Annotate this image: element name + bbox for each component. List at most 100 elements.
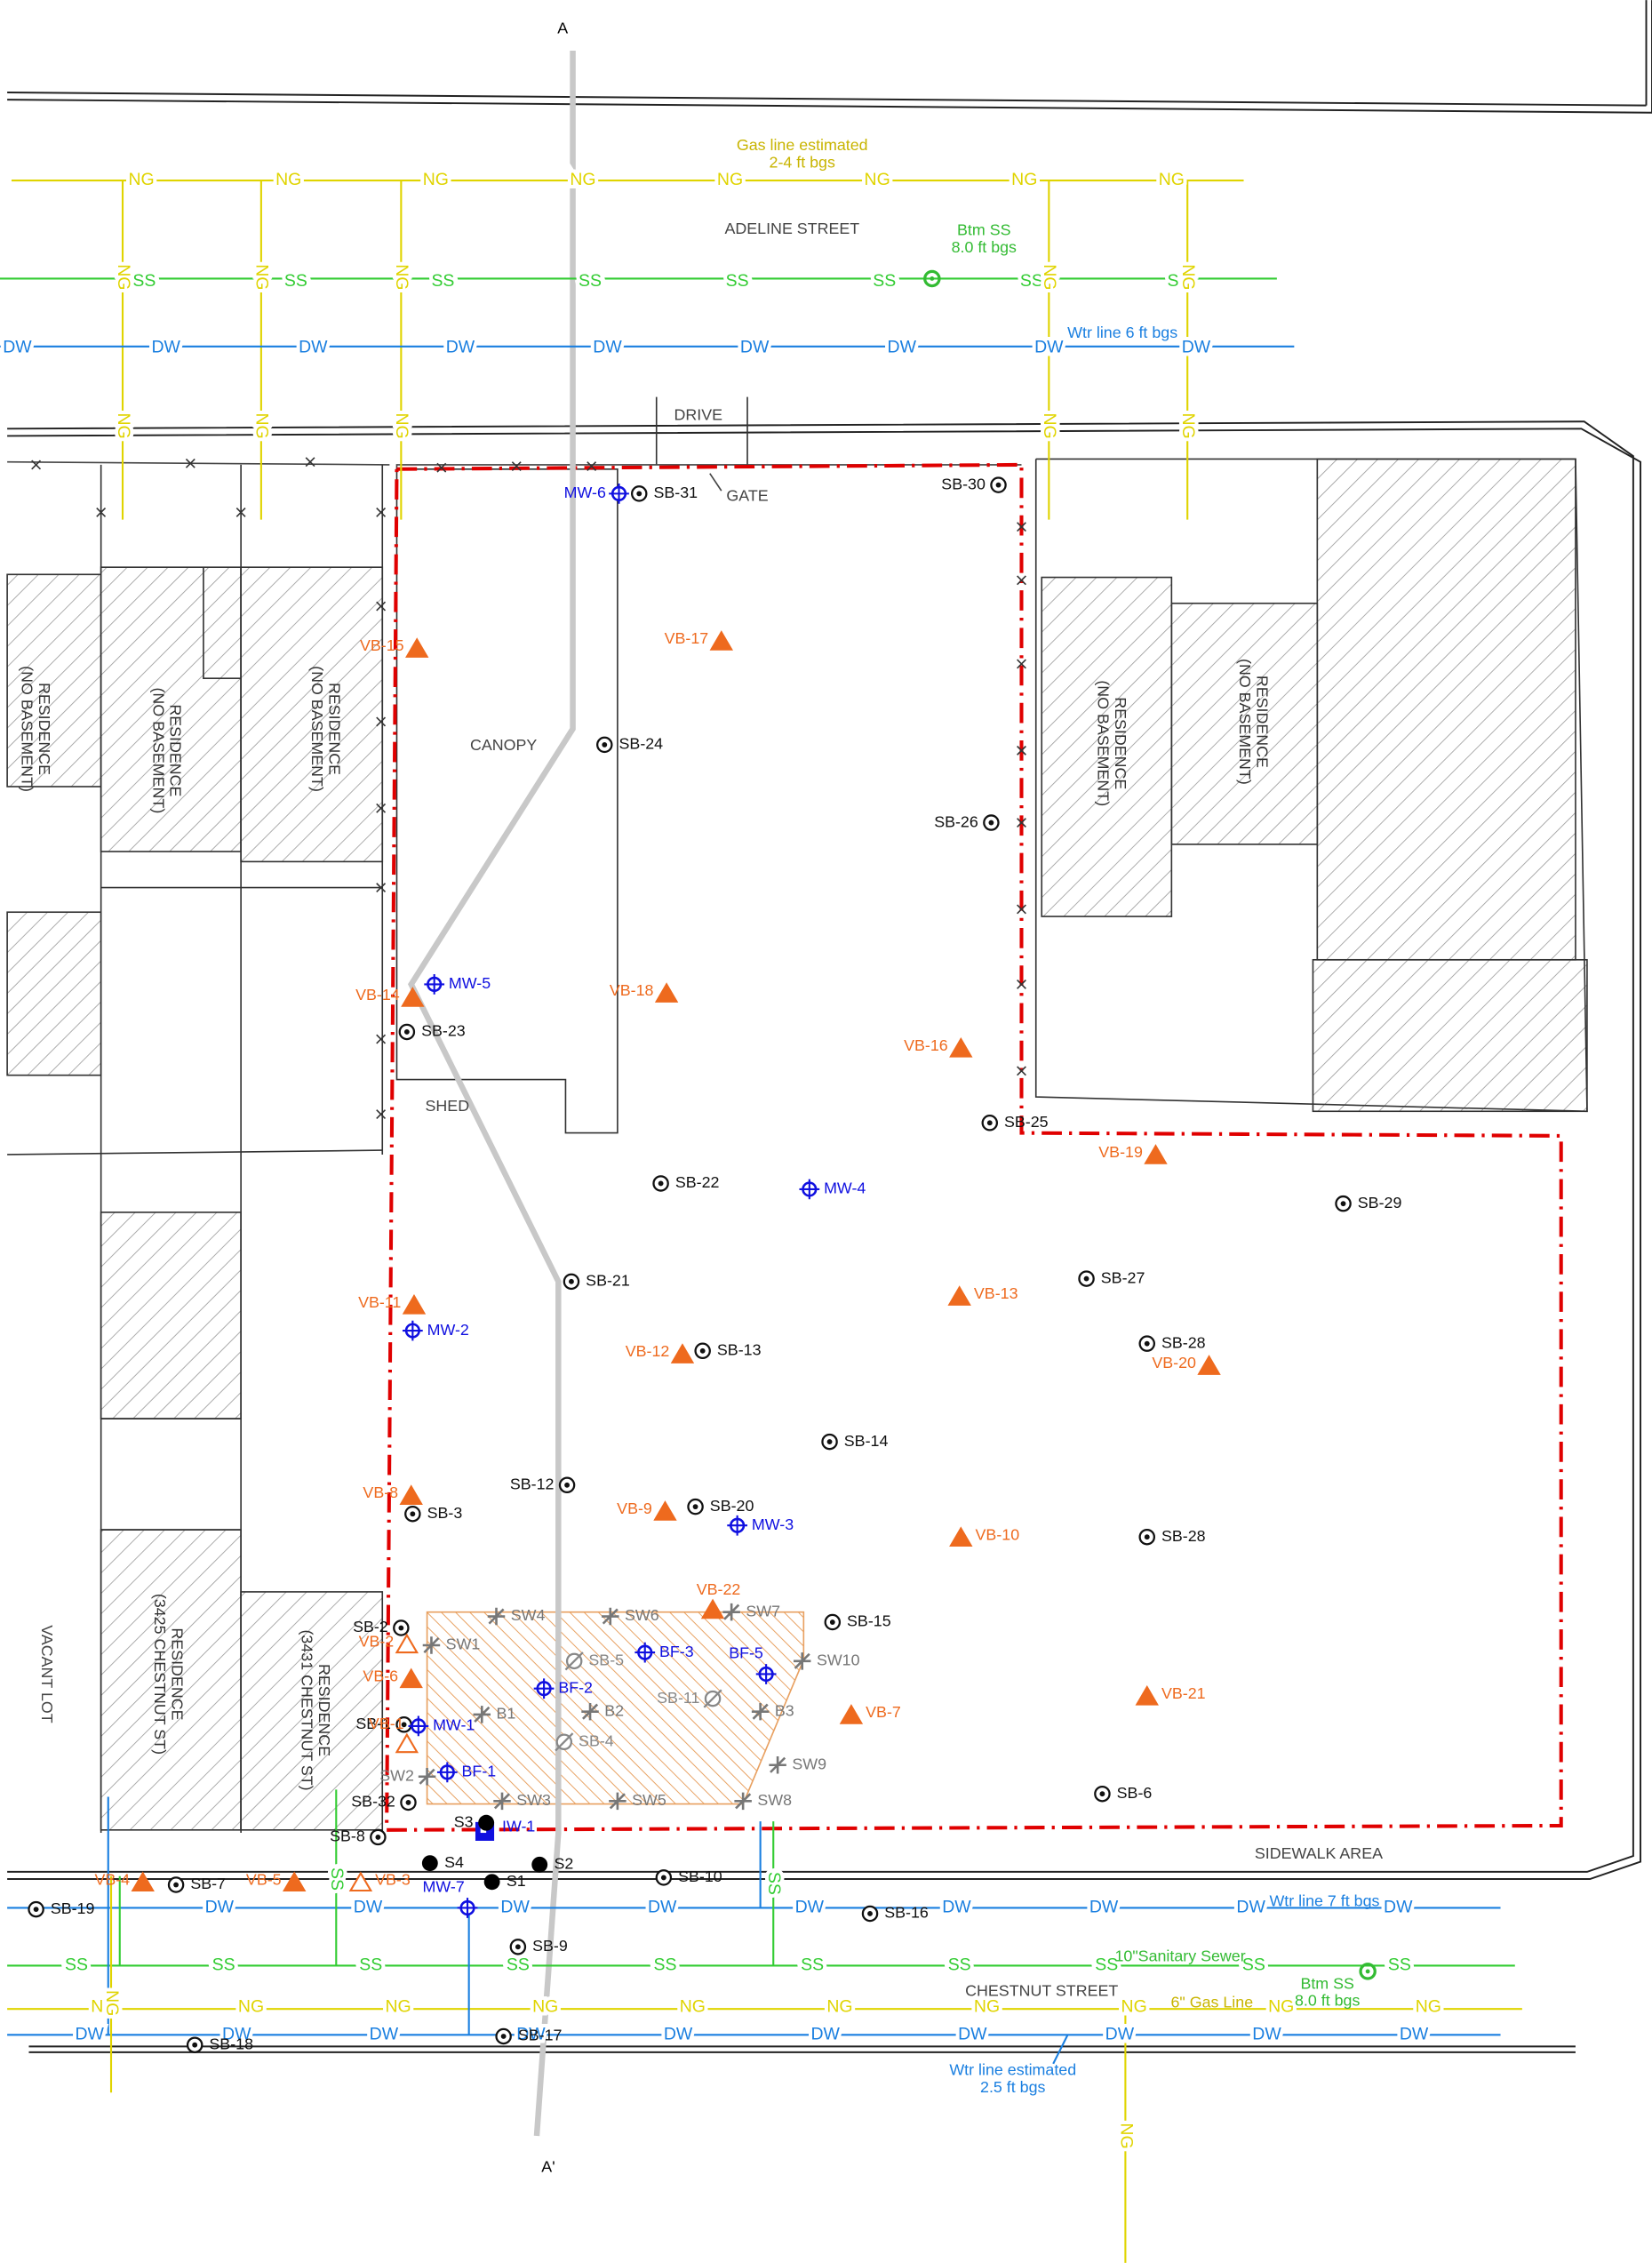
soil-boring-dot (192, 2043, 197, 2048)
point-label: MW-5 (449, 974, 491, 992)
utility-label: SS (132, 271, 156, 291)
utility-label: NG (1416, 1997, 1441, 2017)
utility-label: SS (653, 1955, 676, 1975)
point-label: SB-23 (421, 1022, 466, 1040)
building-label-line: RESIDENCE (315, 1664, 333, 1756)
utility-label: SS (1242, 1955, 1265, 1975)
point-label: SB-30 (941, 475, 986, 492)
utility-label: DW (1252, 2025, 1281, 2044)
soil-boring-dot (658, 1181, 664, 1187)
annotation-line: 10"Sanitary Sewer (1114, 1947, 1245, 1964)
annotation-line: Wtr line estimated (949, 2061, 1076, 2079)
point-label: SB-26 (934, 812, 978, 830)
soil-boring-dot (564, 1483, 570, 1488)
point-label: SW8 (757, 1791, 792, 1809)
soil-boring-dot (602, 742, 607, 748)
soil-boring-dot (173, 1883, 179, 1888)
point-label: SB-28 (1161, 1527, 1206, 1545)
utility-label: SS (359, 1955, 382, 1975)
point-label: VB-22 (697, 1580, 741, 1598)
utility-label: DW (1384, 1898, 1413, 1917)
building-label-line: (NO BASEMENT) (1236, 659, 1254, 785)
building-label: RESIDENCE(NO BASEMENT) (308, 666, 343, 792)
point-label: VB-8 (363, 1483, 398, 1501)
soil-boring-dot (700, 1348, 706, 1354)
utility-label: DW (3, 338, 32, 357)
feature-label: SIDEWALK AREA (1255, 1844, 1383, 1862)
point-label: MW-4 (824, 1179, 866, 1197)
utility-label: SS (579, 271, 602, 291)
soil-boring-dot (827, 1439, 833, 1444)
building-label-line: (NO BASEMENT) (19, 666, 36, 792)
utility-label: SS (764, 1872, 784, 1895)
street-name: CHESTNUT STREET (965, 1981, 1118, 1999)
utility-label: NG (1178, 264, 1198, 290)
point-label: B3 (775, 1701, 794, 1719)
utility-label: SS (726, 271, 749, 291)
utility-label: NG (1011, 170, 1037, 189)
utility-label: NG (386, 1997, 411, 2017)
point-label: VB-16 (904, 1036, 948, 1054)
annotation-line: Btm SS (1300, 1974, 1354, 1992)
annotation: Btm SS8.0 ft bgs (952, 221, 1017, 256)
point-label: SB-32 (351, 1793, 395, 1811)
building (1317, 459, 1576, 959)
annotation-line: 2-4 ft bgs (770, 153, 835, 171)
soil-boring-dot (661, 1875, 666, 1880)
point-label: SB-15 (847, 1612, 891, 1630)
soil-boring-dot (34, 1907, 39, 1912)
utility-label: NG (680, 1997, 706, 2017)
point-label: SB-22 (675, 1173, 720, 1191)
soil-boring-dot (515, 1944, 521, 1949)
utility-label: SS (801, 1955, 824, 1975)
point-label: SB-3 (427, 1504, 463, 1522)
point-label: SB-5 (588, 1651, 624, 1669)
point-label: VB-11 (358, 1293, 401, 1311)
point-label: VB-4 (94, 1870, 130, 1888)
point-label: SB-29 (1358, 1194, 1402, 1211)
point-label: SB-11 (657, 1689, 699, 1707)
utility-label: SS (873, 271, 896, 291)
point-label: MW-3 (752, 1515, 794, 1533)
point-label: MW-1 (433, 1716, 475, 1734)
point-label: VB-2 (359, 1632, 395, 1650)
point-label: SB-27 (1101, 1268, 1145, 1286)
utility-label: DW (299, 338, 328, 357)
utility-label: DW (151, 338, 180, 357)
point-label: VB-7 (866, 1703, 901, 1721)
surface-sample (531, 1857, 547, 1873)
point-label: BF-5 (729, 1643, 763, 1661)
point-label: VB-14 (355, 986, 400, 1004)
soil-boring-dot (693, 1504, 698, 1509)
point-label: SB-24 (619, 735, 664, 753)
point-label: VB-12 (626, 1342, 670, 1360)
surface-sample (478, 1815, 494, 1831)
soil-boring-dot (830, 1619, 835, 1625)
point-label: SW9 (792, 1755, 826, 1772)
point-label: SW1 (446, 1635, 481, 1653)
building-label: RESIDENCE(NO BASEMENT) (149, 687, 184, 813)
point-label: VB-6 (363, 1667, 398, 1684)
point-label: SW7 (746, 1602, 780, 1619)
soil-boring-dot (1145, 1534, 1150, 1539)
point-label: SB-9 (532, 1937, 568, 1955)
point-label: VB-17 (665, 629, 709, 647)
utility-label: NG (826, 1997, 852, 2017)
building-label-line: RESIDENCE (167, 704, 185, 796)
point-label: SB-19 (51, 1899, 95, 1917)
point-label: VB-13 (974, 1284, 1018, 1302)
utility-label: NG (392, 412, 411, 438)
building-label-line: (NO BASEMENT) (149, 687, 167, 813)
sewer-bottom-dot (930, 276, 934, 281)
annotation-line: Wtr line 7 ft bgs (1269, 1892, 1379, 1910)
utility-label: NG (114, 264, 133, 290)
utility-label: SS (431, 271, 454, 291)
soil-boring-dot (569, 1279, 574, 1284)
utility-label: SS (948, 1955, 971, 1975)
building (7, 912, 101, 1075)
point-label: SW6 (625, 1606, 659, 1624)
point-label: VB-15 (360, 636, 404, 654)
utility-label: DW (648, 1898, 677, 1917)
building-label-line: (NO BASEMENT) (1095, 680, 1113, 806)
utility-label: SS (327, 1867, 347, 1891)
